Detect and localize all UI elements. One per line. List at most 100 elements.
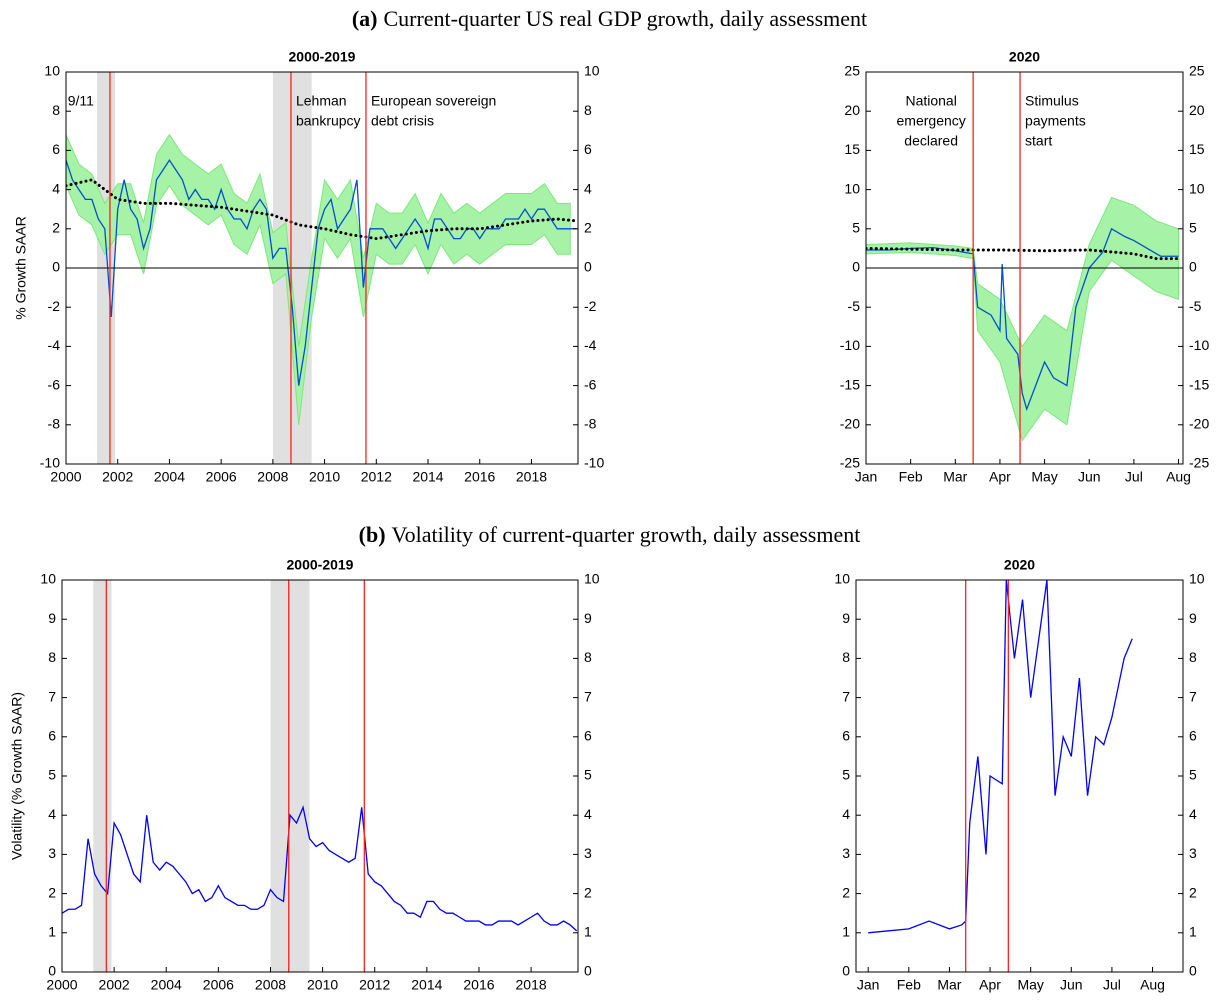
y-tick-label: -8	[48, 416, 61, 432]
y-tick-label-right: 0	[1189, 259, 1197, 275]
x-tick-label: 2006	[206, 469, 237, 485]
y-tick-label: 20	[844, 102, 860, 118]
event-label: start	[1025, 133, 1052, 149]
x-tick-label: Mar	[937, 977, 961, 993]
y-axis-label: % Growth SAAR	[13, 216, 29, 319]
y-tick-label-right: 10	[584, 63, 600, 79]
x-tick-label: Jul	[1125, 469, 1143, 485]
y-tick-label-right: 0	[584, 963, 592, 979]
plot-area	[62, 580, 578, 972]
y-tick-label: -4	[48, 337, 61, 353]
y-tick-label: 5	[48, 767, 56, 783]
y-tick-label-right: -5	[1189, 298, 1202, 314]
y-tick-label-right: -6	[584, 376, 597, 392]
y-tick-label-right: 10	[584, 571, 600, 587]
y-tick-label: 0	[852, 259, 860, 275]
y-tick-label: 5	[852, 220, 860, 236]
y-tick-label: 15	[844, 141, 860, 157]
y-tick-label: 4	[52, 180, 60, 196]
x-tick-label: 2014	[412, 469, 443, 485]
x-tick-label: 2018	[516, 977, 547, 993]
x-tick-label: 2008	[257, 469, 288, 485]
shaded-period	[270, 580, 310, 972]
y-tick-label: -2	[48, 298, 61, 314]
x-tick-label: 2010	[307, 977, 338, 993]
plot-frame	[61, 579, 579, 973]
y-tick-label: 2	[842, 884, 850, 900]
y-tick-label-right: 10	[1189, 571, 1205, 587]
plot-area	[866, 196, 1183, 442]
y-tick-label-right: 4	[584, 180, 592, 196]
y-tick-label-right: 9	[1189, 610, 1197, 626]
data-line	[66, 159, 577, 386]
confidence-band	[66, 133, 571, 425]
event-label: bankrupcy	[296, 113, 361, 129]
x-tick-label: 2002	[99, 977, 130, 993]
caption-label: (b)	[358, 522, 386, 547]
y-tick-label-right: 6	[1189, 728, 1197, 744]
x-tick-label: Jun	[1078, 469, 1101, 485]
y-tick-label-right: -10	[584, 455, 604, 471]
y-tick-label: 0	[842, 963, 850, 979]
y-tick-label-right: 8	[1189, 649, 1197, 665]
y-tick-label: 2	[52, 220, 60, 236]
caption: (a) Current-quarter US real GDP growth, d…	[0, 6, 1219, 32]
panel-title: 2020	[1004, 557, 1035, 573]
shaded-period	[93, 580, 112, 972]
y-tick-label: -20	[840, 416, 860, 432]
y-tick-label-right: 3	[1189, 845, 1197, 861]
y-tick-label-right: 2	[1189, 884, 1197, 900]
panel-title: 2000-2019	[289, 49, 356, 65]
y-tick-label: 0	[48, 963, 56, 979]
y-tick-label: -10	[40, 455, 60, 471]
x-tick-label: 2008	[255, 977, 286, 993]
y-tick-label: 1	[48, 924, 56, 940]
y-tick-label: -15	[840, 376, 860, 392]
y-tick-label: 3	[48, 845, 56, 861]
y-tick-label: -10	[840, 337, 860, 353]
data-line	[866, 227, 1179, 412]
y-tick-label-right: 9	[584, 610, 592, 626]
event-label: Stimulus	[1025, 93, 1079, 109]
plot-frame	[855, 579, 1184, 973]
y-tick-label: 6	[842, 728, 850, 744]
y-tick-label-right: 5	[1189, 220, 1197, 236]
y-tick-label-right: -25	[1189, 455, 1209, 471]
y-tick-label-right: 3	[584, 845, 592, 861]
y-tick-label: 10	[844, 180, 860, 196]
x-tick-label: 2004	[154, 469, 185, 485]
y-tick-label-right: 0	[1189, 963, 1197, 979]
event-label: National	[905, 93, 956, 109]
x-tick-label: 2002	[102, 469, 133, 485]
data-line	[868, 580, 1133, 934]
y-tick-label: 25	[844, 63, 860, 79]
y-tick-label-right: 20	[1189, 102, 1205, 118]
y-tick-label-right: 7	[1189, 688, 1197, 704]
y-tick-label: 10	[834, 571, 850, 587]
y-tick-label: 1	[842, 924, 850, 940]
y-tick-label: 0	[52, 259, 60, 275]
x-tick-label: May	[1031, 469, 1057, 485]
x-tick-label: 2012	[359, 977, 390, 993]
y-tick-label-right: 5	[584, 767, 592, 783]
y-tick-label: 8	[52, 102, 60, 118]
x-tick-label: Jan	[855, 469, 878, 485]
plot-area	[66, 72, 578, 464]
event-label: debt crisis	[371, 113, 434, 129]
y-tick-label-right: 25	[1189, 63, 1205, 79]
x-tick-label: 2004	[151, 977, 182, 993]
caption-label: (a)	[351, 6, 378, 31]
caption-text: Current-quarter US real GDP growth, dail…	[383, 6, 868, 31]
x-tick-label: 2006	[203, 977, 234, 993]
event-label: European sovereign	[371, 93, 496, 109]
x-tick-label: Mar	[943, 469, 967, 485]
x-tick-label: 2016	[463, 977, 494, 993]
event-label: emergency	[897, 113, 966, 129]
event-label: payments	[1025, 113, 1086, 129]
y-tick-label-right: -15	[1189, 376, 1209, 392]
event-label: 9/11	[68, 93, 94, 109]
dotted-line	[866, 246, 1181, 261]
caption: (b) Volatility of current-quarter growth,…	[0, 522, 1219, 548]
y-tick-label: 4	[48, 806, 56, 822]
y-tick-label: 3	[842, 845, 850, 861]
